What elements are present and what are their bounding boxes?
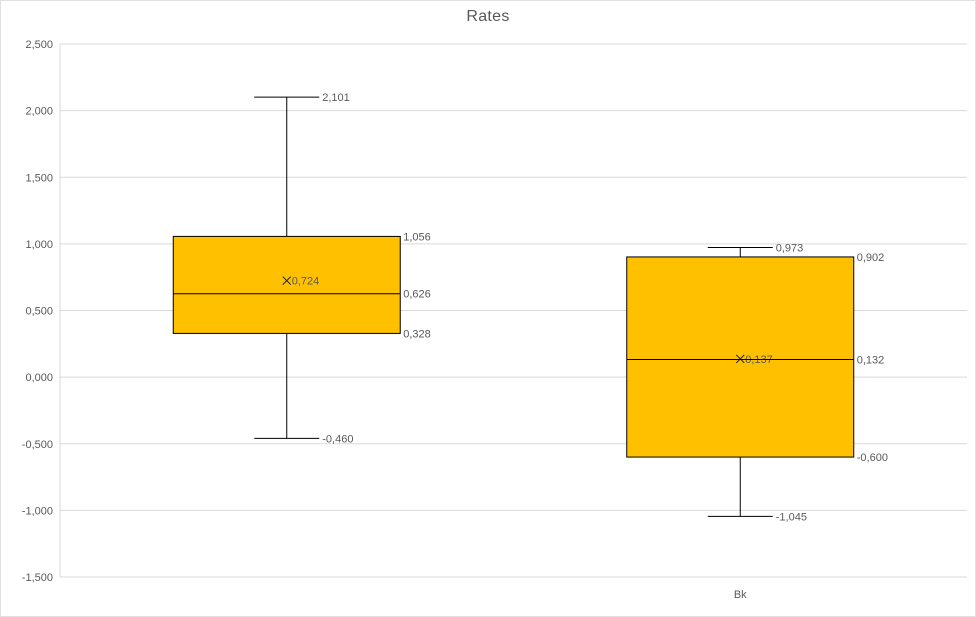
q1-label: 0,328 [403, 328, 431, 340]
box [626, 256, 855, 458]
min-label: -0,460 [322, 433, 353, 445]
median-label: 0,132 [857, 355, 885, 367]
max-label: 0,973 [776, 242, 804, 254]
y-axis-tick-label: -0,500 [22, 439, 53, 451]
y-axis-tick-label: 1,500 [25, 172, 53, 184]
q1-label: -0,600 [857, 452, 888, 464]
median-label: 0,626 [403, 289, 431, 301]
chart-title: Rates [466, 8, 510, 25]
mean-label: 0,724 [292, 276, 320, 288]
y-axis-tick-label: 0,000 [25, 372, 53, 384]
y-axis-tick-label: -1,000 [22, 505, 53, 517]
mean-marker-icon [735, 354, 745, 364]
q3-label: 1,056 [403, 231, 431, 243]
x-axis-category-label: Bk [734, 589, 747, 601]
max-label: 2,101 [322, 92, 350, 104]
box [172, 235, 401, 334]
y-axis-tick-label: 0,500 [25, 306, 53, 318]
min-label: -1,045 [776, 511, 807, 523]
y-axis-tick-label: -1,500 [22, 572, 53, 584]
y-axis-tick-label: 1,000 [25, 239, 53, 251]
y-axis-tick-label: 2,000 [25, 106, 53, 118]
mean-marker-icon [282, 276, 292, 286]
y-axis-tick-label: 2,500 [25, 39, 53, 51]
q3-label: 0,902 [857, 252, 885, 264]
